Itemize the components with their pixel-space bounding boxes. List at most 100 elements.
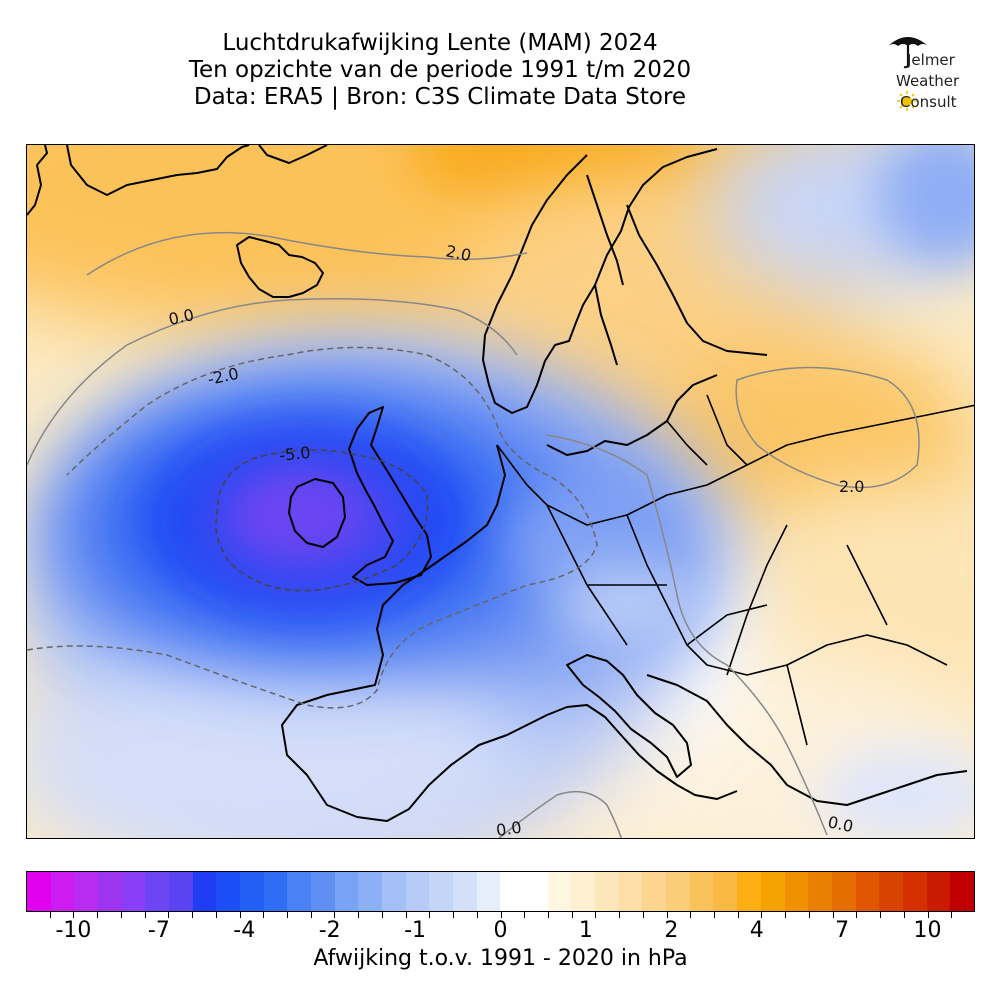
colorbar-swatch bbox=[618, 872, 643, 911]
colorbar-swatch bbox=[595, 872, 619, 911]
contour-minus2 bbox=[27, 346, 598, 709]
colorbar-swatch bbox=[382, 872, 406, 911]
contour-plus2-north bbox=[86, 231, 528, 276]
colorbar-tick-label: 4 bbox=[749, 918, 764, 943]
colorbar-swatch bbox=[145, 872, 170, 911]
colorbar-tick bbox=[547, 912, 549, 918]
italy-coast bbox=[566, 654, 692, 778]
colorbar-swatch bbox=[950, 872, 974, 911]
colorbar-tick bbox=[73, 912, 75, 918]
baltic-coast bbox=[546, 374, 718, 456]
title-line-1: Luchtdrukafwijking Lente (MAM) 2024 bbox=[222, 30, 658, 56]
colorbar-swatch bbox=[287, 872, 312, 911]
colorbar-swatch bbox=[902, 872, 927, 911]
colorbar-tick bbox=[120, 912, 122, 918]
colorbar-swatch bbox=[429, 872, 454, 911]
logo-text-jelmer: Jelmer bbox=[907, 51, 955, 69]
brand-logo: Jelmer Weather Consult bbox=[880, 30, 980, 115]
colorbar-tick bbox=[453, 912, 455, 918]
colorbar-tick-label: 10 bbox=[913, 918, 942, 943]
colorbar-tick bbox=[310, 912, 312, 918]
colorbar-tick-label: -7 bbox=[147, 918, 170, 943]
colorbar-tick bbox=[286, 912, 288, 918]
colorbar-swatch bbox=[192, 872, 217, 911]
contour-zero-east bbox=[546, 434, 828, 836]
map-title: Luchtdrukafwijking Lente (MAM) 2024 Ten … bbox=[90, 30, 790, 111]
continental-coast bbox=[281, 444, 738, 822]
colorbar-tick bbox=[690, 912, 692, 918]
gulf-of-bothnia-coast bbox=[594, 204, 768, 366]
colorbar-tick bbox=[642, 912, 644, 918]
colorbar-tick bbox=[808, 912, 810, 918]
colorbar-tick-label: 7 bbox=[835, 918, 850, 943]
sweden-finland-border bbox=[586, 174, 624, 286]
colorbar-tick bbox=[263, 912, 265, 918]
colorbar-swatch bbox=[405, 872, 430, 911]
colorbar-swatch bbox=[926, 872, 951, 911]
colorbar-swatch bbox=[689, 872, 714, 911]
colorbar-tick bbox=[619, 912, 621, 918]
colorbar-swatch bbox=[760, 872, 785, 911]
iceland-coast bbox=[236, 236, 324, 298]
contour-plus2-east bbox=[735, 366, 920, 489]
colorbar-tick-label: 2 bbox=[664, 918, 679, 943]
colorbar-tick bbox=[666, 912, 668, 918]
contour-label-plus2-north: 2.0 bbox=[444, 241, 473, 265]
colorbar-swatch bbox=[453, 872, 477, 911]
colorbar-tick bbox=[571, 912, 573, 918]
isobar-contours bbox=[27, 231, 920, 838]
greenland-coast bbox=[27, 145, 328, 216]
colorbar-swatch bbox=[74, 872, 99, 911]
colorbar-tick-label: 1 bbox=[578, 918, 593, 943]
map-canvas: 2.0 0.0 -2.0 -5.0 2.0 0.0 0.0 bbox=[27, 145, 974, 839]
colorbar-swatch bbox=[524, 872, 548, 911]
colorbar-swatch bbox=[547, 872, 572, 911]
colorbar-tick bbox=[215, 912, 217, 918]
colorbar-tick-label: -2 bbox=[318, 918, 341, 943]
scandinavia-coast bbox=[482, 148, 718, 414]
contour-label-zero-west: 0.0 bbox=[167, 305, 196, 329]
colorbar-swatch bbox=[571, 872, 596, 911]
colorbar-tick bbox=[856, 912, 858, 918]
colorbar-tick bbox=[476, 912, 478, 918]
colorbar-tick bbox=[761, 912, 763, 918]
contour-label-zero-southeast: 0.0 bbox=[826, 812, 855, 836]
colorbar-swatch bbox=[27, 872, 51, 911]
colorbar-swatch bbox=[216, 872, 241, 911]
colorbar-tick-label: -10 bbox=[55, 918, 92, 943]
contour-minus5 bbox=[215, 449, 429, 592]
colorbar-swatch bbox=[240, 872, 264, 911]
colorbar-swatch bbox=[500, 872, 525, 911]
contour-zero-south bbox=[498, 790, 623, 838]
colorbar-swatch bbox=[358, 872, 383, 911]
pressure-anomaly-map: 2.0 0.0 -2.0 -5.0 2.0 0.0 0.0 bbox=[26, 144, 975, 839]
colorbar-tick bbox=[595, 912, 597, 918]
balkan-coast bbox=[646, 674, 968, 806]
colorbar-swatch bbox=[263, 872, 288, 911]
colorbar-swatch bbox=[666, 872, 690, 911]
colorbar-swatch bbox=[784, 872, 809, 911]
colorbar-tick-label: 0 bbox=[493, 918, 508, 943]
colorbar-swatch bbox=[169, 872, 193, 911]
colorbar-caption: Afwijking t.o.v. 1991 - 2020 in hPa bbox=[313, 946, 688, 971]
colorbar-tick bbox=[903, 912, 905, 918]
colorbar-tick bbox=[500, 912, 502, 918]
colorbar-tick bbox=[239, 912, 241, 918]
colorbar-tick bbox=[714, 912, 716, 918]
colorbar-swatch bbox=[476, 872, 501, 911]
colorbar-ticks: -10 -7 -4 -2 -1 0 1 2 4 7 10 bbox=[26, 912, 975, 943]
colorbar-tick bbox=[334, 912, 336, 918]
contour-label-zero-south: 0.0 bbox=[495, 818, 523, 839]
colorbar-tick-label: -1 bbox=[404, 918, 427, 943]
colorbar-tick bbox=[737, 912, 739, 918]
colorbar-tick bbox=[832, 912, 834, 918]
umbrella-sun-icon bbox=[888, 37, 928, 111]
colorbar-tick bbox=[358, 912, 360, 918]
colorbar-tick bbox=[429, 912, 431, 918]
colorbar-tick bbox=[168, 912, 170, 918]
colorbar-tick bbox=[405, 912, 407, 918]
contour-label-plus2-east: 2.0 bbox=[839, 477, 864, 496]
anomaly-field bbox=[27, 145, 974, 838]
colorbar-swatch bbox=[879, 872, 903, 911]
colorbar-swatch bbox=[334, 872, 359, 911]
